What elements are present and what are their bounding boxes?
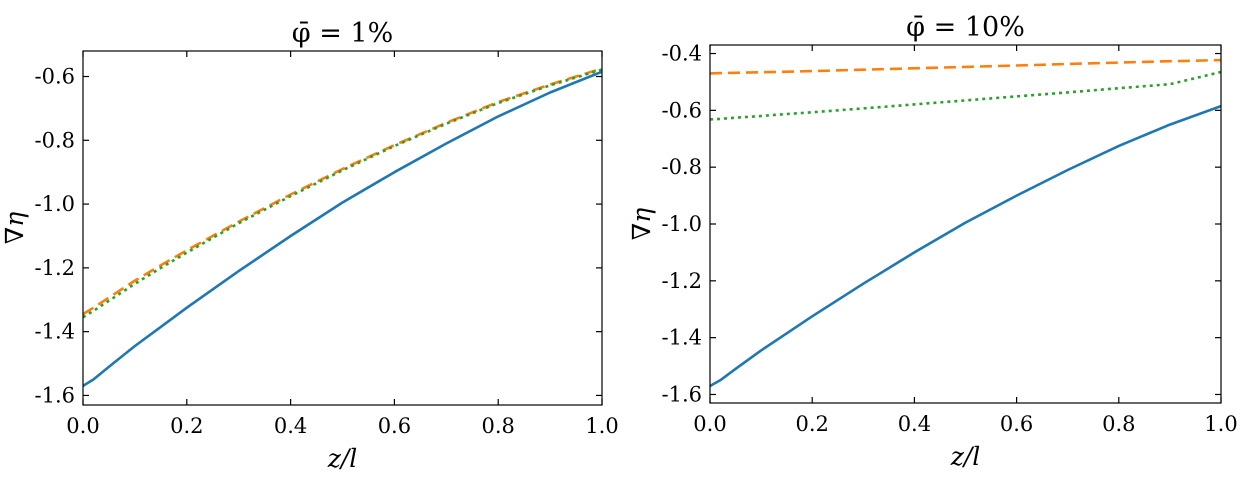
left-x-axis-label: z/l: [327, 444, 358, 473]
right-x-tick-label: 1.0: [1204, 412, 1237, 436]
right-y-tick-label: -1.4: [662, 326, 703, 350]
left-y-tick-label: -1.6: [35, 383, 76, 407]
left-y-tick-label: -1.0: [35, 192, 76, 216]
left-x-tick-label: 0.6: [378, 414, 411, 438]
left-series-solid-line: [83, 70, 602, 388]
left-y-tick-label: -0.6: [35, 65, 76, 89]
left-series-group: [83, 67, 602, 388]
right-series-dotted-line: [710, 70, 1221, 121]
right-x-tick-label: 0.6: [1000, 412, 1033, 436]
left-x-tick-label: 0.8: [481, 414, 514, 438]
left-series-dotted-line: [83, 68, 602, 319]
right-y-tick-label: -0.8: [662, 155, 703, 179]
right-panel-plot: 0.0 0.2 0.4 0.6 0.8 1.0 -1.6 -1.4 -1.2 -1.0 -0.8 -0…: [627, 12, 1238, 471]
right-series-group: [710, 58, 1221, 388]
left-chart-title: φ̄ = 1%: [292, 18, 394, 49]
left-y-axis-label: ∇η: [0, 212, 29, 244]
right-x-tick-label: 0.2: [795, 412, 828, 436]
left-y-tick-label: -1.2: [35, 256, 76, 280]
right-x-tick-label: 0.0: [693, 412, 726, 436]
left-x-tick-label: 0.0: [66, 414, 99, 438]
right-y-tick-label: -0.4: [662, 42, 703, 66]
left-series-dashed-line: [83, 67, 602, 316]
left-y-tick-label: -0.8: [35, 128, 76, 152]
left-x-tick-label: 0.4: [274, 414, 307, 438]
right-y-tick-label: -1.6: [662, 382, 703, 406]
right-x-tick-label: 0.8: [1102, 412, 1135, 436]
right-x-axis-label: z/l: [950, 442, 981, 471]
right-y-tick-label: -0.6: [662, 98, 703, 122]
left-x-tick-label: 1.0: [585, 414, 618, 438]
right-series-dashed-line: [710, 58, 1221, 75]
left-axes-frame: [82, 50, 603, 406]
right-x-tick-label: 0.4: [898, 412, 931, 436]
left-x-tick-label: 0.2: [170, 414, 203, 438]
right-y-axis-label: ∇η: [627, 208, 656, 240]
right-series-solid-line: [710, 104, 1221, 388]
right-y-tick-label: -1.2: [662, 269, 703, 293]
right-y-tick-label: -1.0: [662, 212, 703, 236]
right-chart-title: φ̄ = 10%: [906, 12, 1025, 43]
left-panel-plot: 0.0 0.2 0.4 0.6 0.8 1.0 -1.6 -1.4 -1.2 -1.0 -0.8 -0…: [0, 18, 619, 473]
left-y-tick-label: -1.4: [35, 320, 76, 344]
